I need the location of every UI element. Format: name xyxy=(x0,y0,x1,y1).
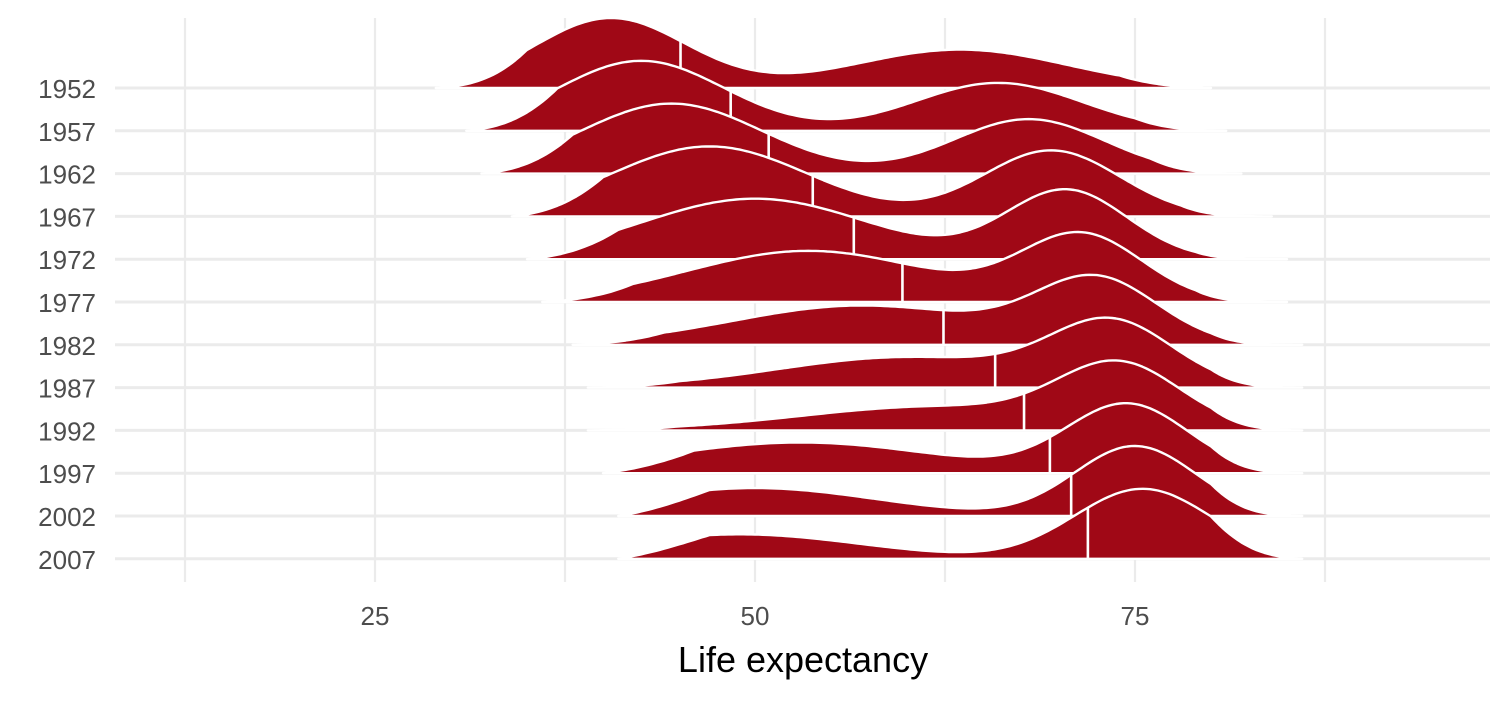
y-tick-label-1972: 1972 xyxy=(38,245,96,275)
y-tick-labels: 1952 1957 1962 1967 1972 1977 1982 1987 1992 1997… xyxy=(38,74,96,575)
y-tick-label-1967: 1967 xyxy=(38,202,96,232)
x-tick-label-50: 50 xyxy=(741,601,770,631)
ridge-1952 xyxy=(434,16,1213,90)
ridges xyxy=(434,16,1304,560)
y-tick-label-1997: 1997 xyxy=(38,459,96,489)
x-axis-title: Life expectancy xyxy=(678,639,928,680)
x-tick-label-75: 75 xyxy=(1121,601,1150,631)
y-tick-label-1952: 1952 xyxy=(38,74,96,104)
y-tick-label-1977: 1977 xyxy=(38,288,96,318)
y-tick-label-2002: 2002 xyxy=(38,502,96,532)
y-tick-label-1987: 1987 xyxy=(38,374,96,404)
y-tick-label-1962: 1962 xyxy=(38,160,96,190)
y-tick-label-1982: 1982 xyxy=(38,331,96,361)
x-tick-label-25: 25 xyxy=(361,601,390,631)
y-tick-label-2007: 2007 xyxy=(38,545,96,575)
y-tick-label-1992: 1992 xyxy=(38,416,96,446)
x-tick-labels: 25 50 75 xyxy=(361,601,1150,631)
y-tick-label-1957: 1957 xyxy=(38,117,96,147)
ridge-2007 xyxy=(617,487,1304,560)
